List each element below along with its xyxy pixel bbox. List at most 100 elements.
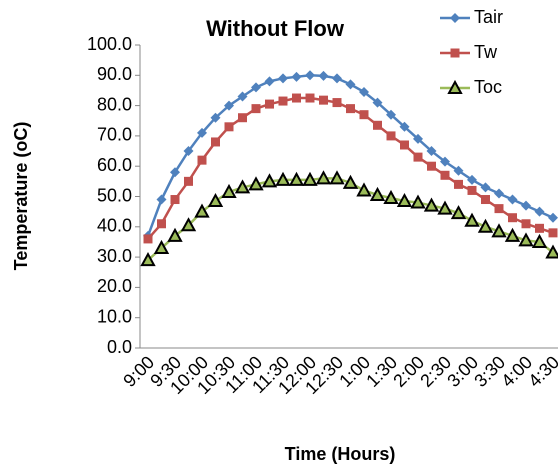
- point: [345, 79, 356, 90]
- chart-title: Without Flow: [206, 16, 345, 41]
- point: [302, 171, 318, 186]
- point: [278, 96, 288, 106]
- point: [211, 137, 220, 147]
- y-tick-label: 10.0: [97, 306, 132, 326]
- point: [521, 200, 531, 211]
- point: [291, 71, 302, 82]
- point: [157, 219, 166, 229]
- y-tick-label: 70.0: [97, 125, 132, 145]
- point: [319, 95, 328, 105]
- point: [545, 244, 558, 259]
- point: [153, 239, 170, 255]
- point: [494, 188, 504, 199]
- point: [508, 213, 517, 223]
- series-line: [147, 96, 554, 240]
- point: [386, 109, 396, 120]
- point: [481, 195, 490, 205]
- point: [140, 252, 156, 267]
- point: [426, 146, 437, 157]
- point: [440, 170, 450, 180]
- point: [332, 98, 342, 108]
- point: [410, 194, 426, 209]
- point: [170, 167, 180, 178]
- point: [292, 93, 301, 103]
- point: [399, 121, 410, 132]
- point: [534, 206, 545, 217]
- point: [238, 113, 247, 123]
- point: [437, 200, 453, 215]
- y-tick-label: 50.0: [97, 185, 132, 205]
- point: [184, 176, 193, 186]
- point: [318, 70, 329, 81]
- y-tick-label: 100.0: [87, 34, 132, 54]
- point: [531, 233, 548, 248]
- point: [248, 176, 264, 191]
- point: [170, 195, 180, 205]
- point: [548, 228, 558, 238]
- y-tick-label: 20.0: [97, 276, 132, 296]
- point: [427, 161, 436, 171]
- y-tick-label: 30.0: [97, 246, 132, 266]
- legend-label: Toc: [474, 77, 502, 97]
- point: [467, 185, 477, 195]
- point: [507, 194, 518, 205]
- point: [359, 110, 369, 120]
- y-tick-label: 90.0: [97, 64, 132, 84]
- point: [504, 227, 521, 242]
- y-tick-label: 40.0: [97, 216, 132, 236]
- point: [494, 204, 504, 214]
- point: [450, 205, 467, 220]
- point: [535, 223, 544, 233]
- point: [261, 173, 278, 188]
- y-tick-label: 0.0: [107, 337, 132, 357]
- point: [467, 174, 477, 185]
- point: [234, 179, 251, 194]
- point: [265, 99, 274, 109]
- point: [264, 76, 275, 87]
- point: [450, 13, 460, 23]
- point: [413, 152, 423, 162]
- point: [423, 197, 440, 212]
- point: [521, 219, 531, 229]
- point: [288, 171, 305, 186]
- point: [369, 186, 386, 201]
- point: [453, 165, 464, 176]
- point: [180, 217, 197, 232]
- point: [224, 100, 234, 111]
- point: [207, 192, 224, 208]
- point: [210, 112, 221, 123]
- point: [305, 93, 315, 103]
- point: [356, 182, 372, 197]
- point: [221, 183, 237, 198]
- point: [372, 97, 383, 108]
- point: [143, 234, 153, 244]
- series-line: [146, 74, 554, 237]
- point: [346, 104, 355, 114]
- point: [464, 212, 480, 227]
- point: [167, 227, 183, 242]
- y-axis-title: Temperature (oC): [11, 122, 31, 271]
- point: [197, 155, 207, 165]
- x-tick-label: 4:30: [524, 352, 558, 391]
- point: [342, 174, 359, 189]
- point: [237, 91, 248, 102]
- y-tick-label: 80.0: [97, 94, 132, 114]
- point: [383, 189, 399, 205]
- point: [440, 156, 450, 167]
- point: [359, 86, 369, 97]
- point: [197, 127, 207, 138]
- point: [183, 146, 194, 157]
- point: [413, 133, 423, 144]
- series: [140, 170, 558, 267]
- legend-label: Tw: [474, 42, 498, 62]
- point: [454, 179, 463, 189]
- point: [480, 182, 491, 193]
- point: [491, 223, 507, 238]
- point: [329, 170, 345, 185]
- point: [386, 131, 396, 141]
- point: [251, 104, 261, 114]
- point: [332, 73, 342, 84]
- point: [373, 120, 382, 130]
- point: [251, 82, 261, 93]
